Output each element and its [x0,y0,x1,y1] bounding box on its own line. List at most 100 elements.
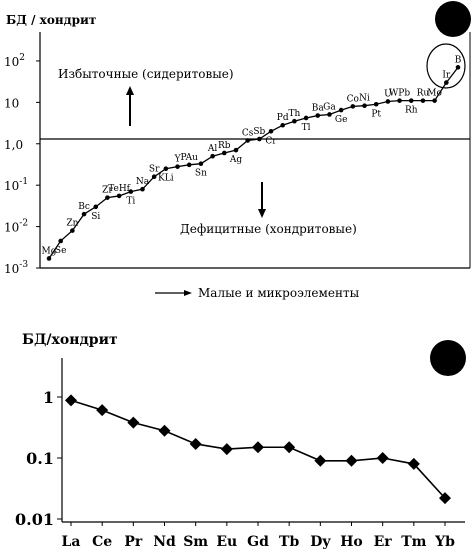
panel-a-point-sb [257,136,262,142]
panel-a-point-label: Th [288,109,300,119]
panel-a-xlabel: Малые и микроэлементы [198,286,360,300]
panel-b-letter: б [440,343,456,372]
panel-a-point-wpb [397,98,402,103]
panel-a-point-label: Rb [218,141,231,151]
panel-a-point-label: Ba [312,104,325,114]
panel-b-xtick-label: Er [374,534,393,550]
panel-a-point-tehf [116,193,122,199]
panel-a-ylabel: БД / хондрит [6,13,96,27]
panel-b-series [65,394,451,505]
panel-a-point-label: Cs [242,128,254,138]
panel-a-point-sn [198,161,204,167]
panel-b-xtick-label: Sm [183,534,208,550]
panel-a-ytick-label: 10-2 [4,219,28,235]
panel-b-point-yb [439,492,451,505]
panel-a-point-label: Pd [277,113,289,123]
panel-a-point-pau [186,162,192,168]
chart-panel-a: а БД / хондрит 102 10 1,0 10-1 10-2 10-3 Избы… [4,1,471,300]
panel-a-point-tl [303,115,309,121]
panel-a-point-si [93,204,99,210]
panel-b-point-eu [220,443,233,456]
panel-a-ytick-label: 102 [4,53,25,69]
panel-a-point-label: KLi [158,174,174,184]
panel-b-ticks: 1 0.1 0.01 La Ce Pr Nd Sm Eu Gd Tb Dy Ho Er Tm Yb [15,388,455,550]
panel-a-down-arrowhead [258,209,266,218]
panel-a-point-label: TeHf [108,184,130,194]
panel-a-circled-group [426,43,466,89]
panel-a-point-label: Sb [253,127,265,137]
panel-b-xtick-label: Nd [153,534,176,550]
panel-a-ytick-label: 1,0 [4,138,23,152]
panel-a-point-zn [70,228,75,233]
panel-a-point-co [350,104,356,109]
panel-b-xtick-label: Yb [434,534,455,550]
panel-b-point-la [65,394,77,407]
panel-a-annotation-upper: Избыточные (сидеритовые) [58,67,234,81]
panel-a-point-label: Se [55,246,67,256]
chart-panel-b: б БД/хондрит 1 0.1 0.01 La Ce Pr Nd Sm Eu Gd Tb Dy H… [15,332,466,550]
panel-a-point-u [385,99,391,104]
panel-a-point-ti [128,189,134,194]
panel-a-point-th [292,118,297,124]
panel-a-point-cr [268,129,274,134]
panel-a-point-al [210,153,215,159]
panel-b-xtick-label: Pr [124,534,143,550]
panel-b-ytick-label: 0.01 [15,510,54,529]
panel-a-point-label: Y [174,155,182,165]
panel-a-point-label: Ti [126,197,135,207]
panel-a-up-arrowhead [126,86,134,95]
panel-a-point-b [455,65,461,70]
panel-b-point-pr [127,416,140,429]
panel-a-ytick-exponent: -2 [19,219,28,229]
panel-a-point-label: Si [91,212,100,222]
panel-a-ytick-label: 10-3 [4,260,28,276]
panel-a-point-na [140,186,145,192]
panel-a-point-label: Al [207,144,217,154]
panel-b-point-sm [189,437,202,450]
panel-a-letter: а [445,4,461,33]
panel-a-point-ni [362,103,367,109]
panel-a-point-label: Ag [229,155,242,165]
panel-a-point-label: B [455,55,462,65]
panel-a-point-cs [245,138,250,143]
panel-a-point-label: Rh [405,106,418,116]
panel-a-point-pt [373,101,379,107]
panel-a-xlabel-arrowhead [184,290,192,296]
panel-a-point-label: Pt [371,109,381,119]
panel-a-point-label: Sr [149,165,160,175]
panel-a-point-label: Zr [102,186,113,196]
panel-b-ytick-label: 0.1 [26,449,54,468]
panel-a-point-label: Ga [323,102,336,112]
panel-b-point-gd [252,441,264,454]
panel-a-point-pd [280,122,286,128]
panel-a-ytick-exponent: -1 [19,177,28,187]
panel-a-ytick-label: 10-1 [4,177,28,193]
panel-a-point-kli [163,166,169,171]
panel-a-point-rb [221,150,227,156]
panel-a-point-bc [81,211,87,217]
panel-b-ytick-label: 1 [43,388,54,407]
panel-b-point-er [376,452,389,464]
panel-b-point-ce [96,404,109,417]
panel-a-annotation-lower: Дефицитные (хондритовые) [180,222,357,236]
panel-a-point-label: Co [347,94,359,104]
panel-b-xtick-label: Tb [279,534,299,550]
panel-a-point-label: WPb [389,89,410,99]
panel-b-xtick-label: Ce [92,534,112,550]
panel-a-point-zr [105,195,110,200]
panel-a-point-label: Mo [427,89,442,99]
panel-a-point-mo [432,98,437,103]
panel-a-point-y [175,164,180,169]
panel-a-point-ge [338,107,344,113]
panel-a-point-mg [46,256,52,261]
panel-a-point-label: Mg [42,246,57,256]
panel-a-point-label: Cr [265,136,277,146]
panel-b-ylabel: БД/хондрит [22,332,118,348]
panel-a-point-label: Zn [66,219,78,229]
panel-a-point-label: Bc [78,202,90,212]
panel-a-point-label: Na [136,177,150,187]
panel-a-ytick-exponent: 2 [19,53,25,63]
panel-b-xtick-label: La [62,534,81,550]
panel-a-point-ir [444,80,449,85]
